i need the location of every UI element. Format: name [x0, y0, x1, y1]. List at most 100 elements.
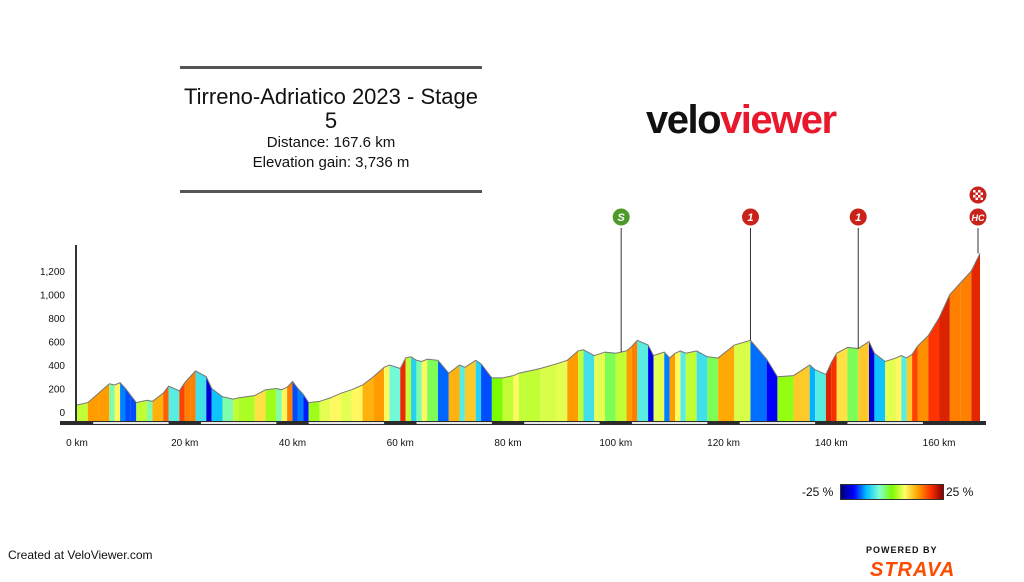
profile-segment: [287, 381, 293, 422]
profile-segment: [869, 341, 875, 422]
y-tick-label: 0: [59, 408, 65, 419]
distance-label: Distance: 167.6 km: [266, 134, 396, 151]
profile-segment: [206, 376, 212, 422]
title-block: Tirreno-Adriatico 2023 - Stage 5 Distanc…: [180, 66, 482, 193]
legend-min-label: -25 %: [802, 485, 834, 499]
profile-segment: [534, 368, 541, 422]
profile-segment: [750, 340, 767, 422]
profile-segment: [793, 365, 810, 422]
x-axis-stripe: [200, 422, 277, 424]
profile-segment: [777, 375, 794, 422]
profile-segment: [906, 354, 913, 422]
profile-segment: [341, 389, 352, 422]
profile-segment: [152, 393, 164, 422]
profile-segment: [373, 367, 385, 422]
profile-segment: [265, 388, 277, 422]
powered-by-strava: POWERED BY STRAVA: [866, 541, 1024, 582]
profile-segment: [631, 340, 638, 422]
profile-segment: [648, 345, 654, 422]
profile-segment: [664, 352, 670, 422]
legend-gradient-bar: [840, 484, 944, 500]
flag-square: [973, 195, 976, 198]
elevation-gain-label: Elevation gain: 3,736 m: [252, 154, 410, 171]
y-tick-label: 800: [48, 314, 65, 325]
veloviewer-logo: veloviewer: [646, 96, 837, 144]
x-tick-label: 120 km: [707, 438, 740, 449]
profile-segment: [858, 341, 870, 422]
profile-segment: [567, 350, 579, 422]
profile-segment: [669, 353, 676, 422]
x-tick-label: 20 km: [171, 438, 198, 449]
profile-segment: [77, 402, 88, 422]
profile-segment: [971, 253, 980, 422]
elevation-profile-chart: 0 200 400 600 800 1,000 1,200 0 km 20 km 40 km 60 …: [40, 185, 988, 449]
profile-segment: [427, 359, 438, 422]
logo-viewer: viewer: [720, 98, 837, 142]
y-tick-label: 1,000: [40, 291, 65, 302]
flag-square: [978, 195, 981, 198]
x-axis-stripe: [739, 422, 816, 424]
powered-by-label: POWERED BY: [866, 544, 938, 555]
profile-segment: [685, 350, 697, 422]
profile-segment: [179, 382, 185, 422]
profile-segment: [459, 365, 465, 422]
profile-segment: [384, 365, 390, 422]
y-tick-label: 200: [48, 385, 65, 396]
profile-segment: [605, 352, 616, 422]
marker-label: 1: [747, 212, 753, 224]
profile-segment: [292, 381, 298, 422]
y-tick-label: 400: [48, 361, 65, 372]
profile-segment: [524, 369, 535, 422]
profile-segment: [437, 360, 449, 422]
flag-square: [975, 192, 978, 195]
profile-segment: [400, 357, 406, 422]
profile-segment: [98, 383, 110, 422]
profile-segment: [901, 355, 907, 422]
marker-badge: [848, 207, 868, 227]
profile-segment: [836, 347, 848, 422]
title-rule-bottom: [180, 190, 482, 193]
profile-segment: [448, 365, 460, 422]
title-rule-top: [180, 66, 482, 69]
profile-segment: [276, 388, 282, 422]
profile-segment: [405, 356, 412, 422]
x-tick-label: 0 km: [66, 438, 88, 449]
profile-segment: [238, 395, 255, 422]
logo-velo: velo: [646, 98, 722, 142]
profile-segment: [874, 353, 886, 422]
profile-segment: [319, 397, 331, 422]
x-axis-bar: [60, 421, 986, 425]
profile-segment: [114, 382, 121, 422]
marker-badge: [968, 207, 988, 227]
profile-segment: [475, 360, 482, 422]
flag-square: [980, 192, 983, 195]
profile-segment: [556, 360, 568, 422]
profile-segment: [125, 388, 131, 422]
y-tick-label: 1,200: [40, 267, 65, 278]
x-axis-stripe: [93, 422, 169, 424]
profile-segment: [416, 360, 422, 422]
profile-segment: [464, 360, 476, 422]
profile-segment: [825, 362, 832, 422]
profile-segment: [411, 356, 417, 422]
profile-segment: [195, 370, 207, 422]
profile-segment: [847, 347, 859, 422]
legend-max-label: 25 %: [946, 485, 974, 499]
profile-segment: [653, 352, 665, 422]
flag-square: [978, 190, 981, 193]
profile-segment: [351, 384, 363, 422]
strava-logo: STRAVA: [870, 559, 956, 581]
profile-segment: [809, 365, 816, 422]
profile-segment: [254, 389, 266, 422]
x-axis-stripe: [524, 422, 600, 424]
profile-segment: [831, 353, 837, 422]
x-tick-label: 80 km: [494, 438, 521, 449]
profile-segment: [594, 352, 606, 422]
profile-segment: [168, 386, 180, 422]
profile-segment: [120, 382, 126, 422]
profile-segment: [707, 356, 719, 422]
profile-segment: [960, 271, 972, 422]
x-tick-label: 100 km: [599, 438, 632, 449]
profile-segment: [389, 365, 401, 422]
marker-badge: [611, 207, 631, 227]
